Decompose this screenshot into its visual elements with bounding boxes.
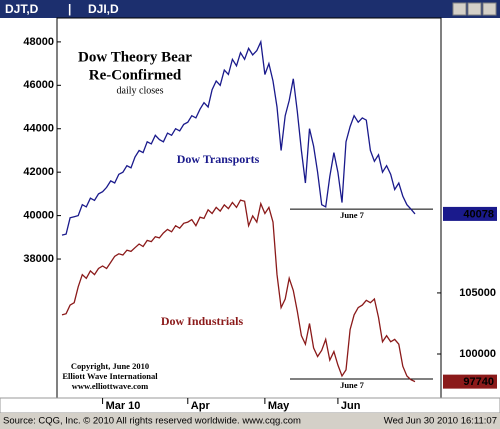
y-tick-label: 40000 <box>23 210 54 222</box>
annotation: Copyright, June 2010 <box>71 361 149 371</box>
x-tick-label: Apr <box>191 400 211 412</box>
y2-tick-label: 100000 <box>459 348 496 360</box>
y-tick-label: 48000 <box>23 36 54 48</box>
series-label: Dow Transports <box>177 152 260 166</box>
reference-label: June 7 <box>340 380 365 390</box>
last-value-box <box>443 374 497 389</box>
annotation: Elliott Wave International <box>62 371 158 381</box>
button[interactable] <box>452 2 467 16</box>
reference-label: June 7 <box>340 210 365 220</box>
chart-title: Re-Confirmed <box>89 67 182 83</box>
symbol: DJI,D <box>88 2 119 16</box>
annotation: www.elliottwave.com <box>72 381 148 391</box>
separator: | <box>68 2 71 16</box>
y-tick-label: 38000 <box>23 253 54 265</box>
series-line <box>61 199 416 383</box>
series-line <box>61 39 416 236</box>
last-value-label: 40078 <box>463 208 494 220</box>
status-bar <box>0 413 500 429</box>
last-value-label: 97740 <box>463 376 494 388</box>
window-buttons[interactable] <box>452 2 497 16</box>
timestamp: Wed Jun 30 2010 16:11:07 <box>384 416 497 427</box>
x-axis-strip <box>0 397 500 414</box>
y-tick-label: 42000 <box>23 166 54 178</box>
button[interactable] <box>467 2 482 16</box>
series-label: Dow Industrials <box>161 314 244 328</box>
source: Source: CQG, Inc. © 2010 All rights rese… <box>3 416 301 427</box>
symbol: DJT,D <box>5 2 39 16</box>
last-value-box <box>443 206 497 221</box>
chart-title: Dow Theory Bear <box>78 49 192 65</box>
plot-area <box>56 17 442 399</box>
y-tick-label: 46000 <box>23 79 54 91</box>
y-tick-label: 44000 <box>23 123 54 135</box>
x-tick-label: Mar 10 <box>106 400 141 412</box>
y2-tick-label: 105000 <box>459 287 496 299</box>
x-tick-label: Jun <box>341 400 361 412</box>
x-tick-label: May <box>268 400 290 412</box>
button[interactable] <box>482 2 497 16</box>
title-bar <box>0 0 500 18</box>
subtitle: daily closes <box>117 85 164 96</box>
